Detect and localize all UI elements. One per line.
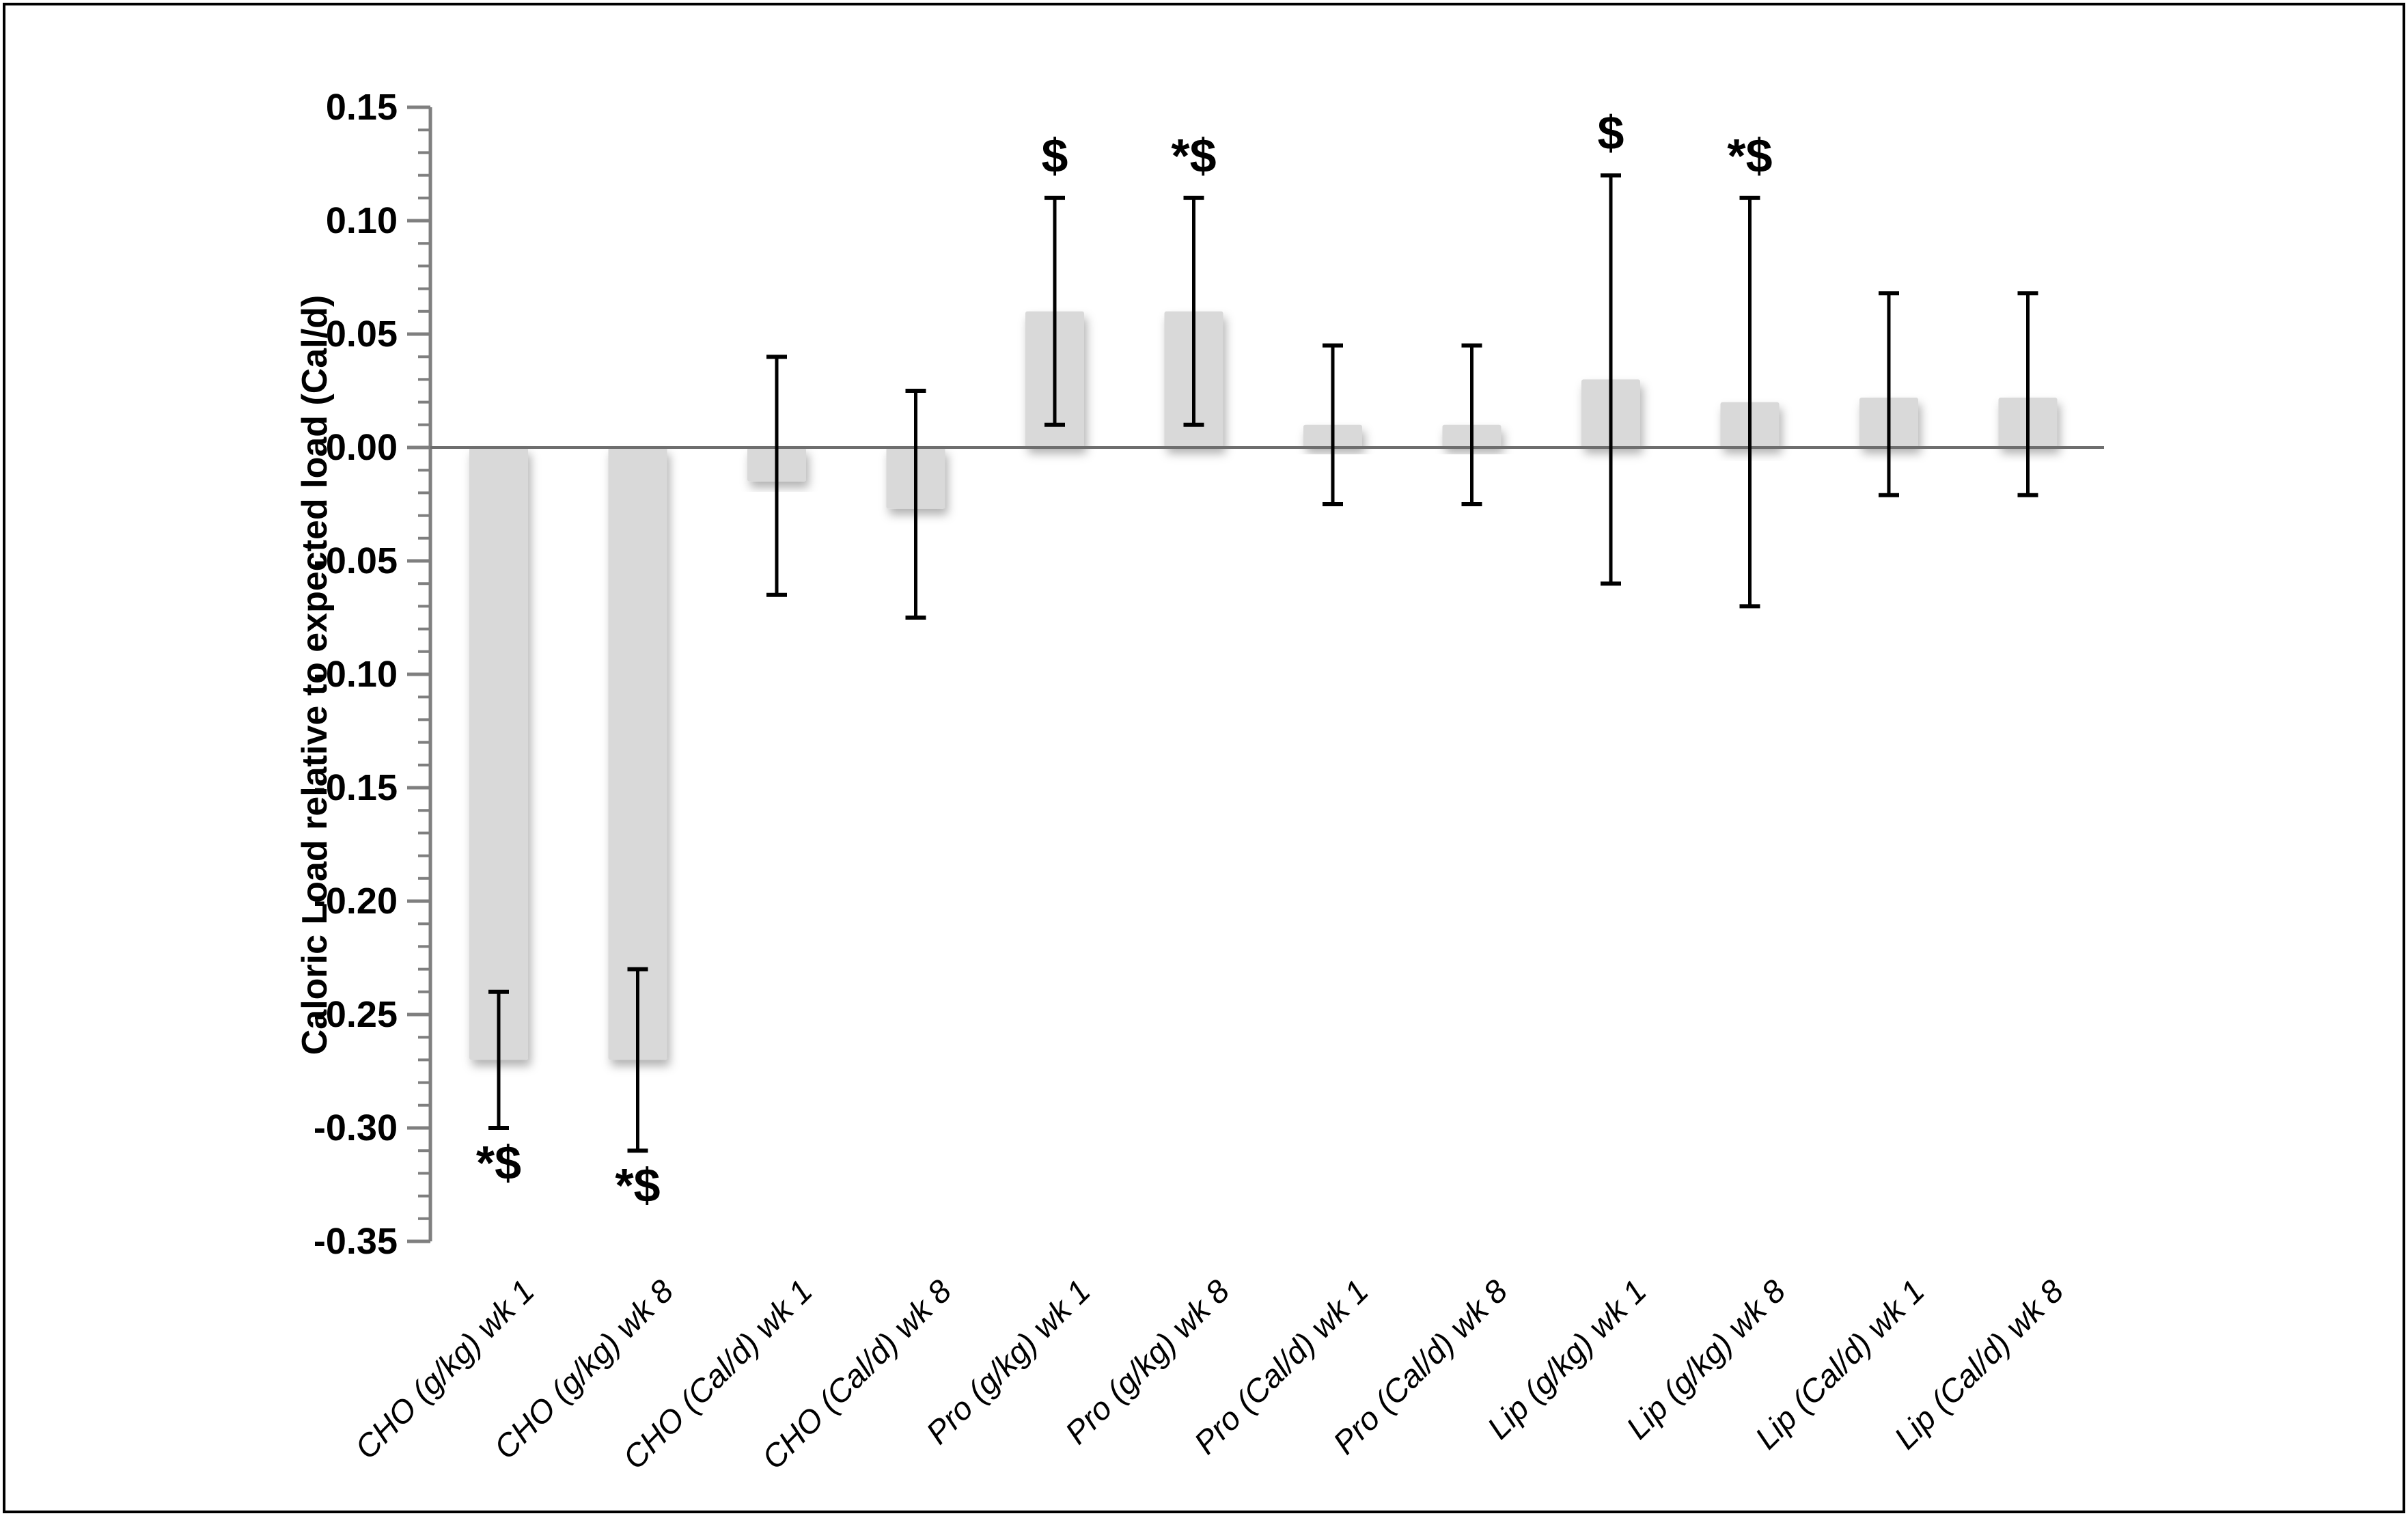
error-bar	[1044, 195, 1065, 427]
y-tick-label: -0.30	[314, 1107, 398, 1148]
y-axis: 0.15 0.10 0.05 0.00 -0.05 -0.10 -0.15 -0.20 -0.2…	[314, 87, 432, 1262]
error-bar	[1323, 343, 1343, 506]
error-bar	[1183, 195, 1204, 427]
figure-border	[3, 3, 2405, 1513]
error-bar	[627, 967, 648, 1153]
significance-annotation: *$	[615, 1159, 660, 1212]
significance-annotation: *$	[476, 1136, 521, 1189]
bar	[608, 447, 667, 1060]
significance-annotation: *$	[1727, 129, 1772, 182]
error-bar	[766, 355, 787, 597]
y-tick-label: -0.10	[314, 654, 398, 695]
error-bar	[488, 989, 509, 1130]
significance-annotation: $	[1598, 107, 1624, 160]
error-bar	[905, 389, 926, 620]
error-bars	[488, 173, 2038, 1153]
y-axis-title: Caloric Load relative to expected load (…	[295, 295, 335, 1056]
y-tick-label: 0.05	[326, 314, 398, 355]
y-tick-label: -0.05	[314, 540, 398, 581]
error-bar	[1879, 291, 1899, 497]
y-tick-label: 0.00	[326, 427, 398, 468]
y-tick-label: -0.35	[314, 1221, 398, 1262]
y-tick-label: 0.15	[326, 87, 398, 128]
error-bar	[1601, 173, 1621, 586]
annotations: *$ *$ $ *$ $ *$	[476, 107, 1773, 1213]
y-tick-label: -0.20	[314, 881, 398, 922]
significance-annotation: *$	[1171, 129, 1216, 182]
bar	[469, 447, 528, 1060]
error-bar	[1461, 343, 1482, 506]
y-tick-label: 0.10	[326, 200, 398, 241]
significance-annotation: $	[1042, 129, 1068, 182]
error-bar	[1739, 195, 1760, 609]
error-bar	[2017, 291, 2038, 497]
y-tick-label: -0.25	[314, 994, 398, 1035]
y-tick-label: -0.15	[314, 767, 398, 808]
